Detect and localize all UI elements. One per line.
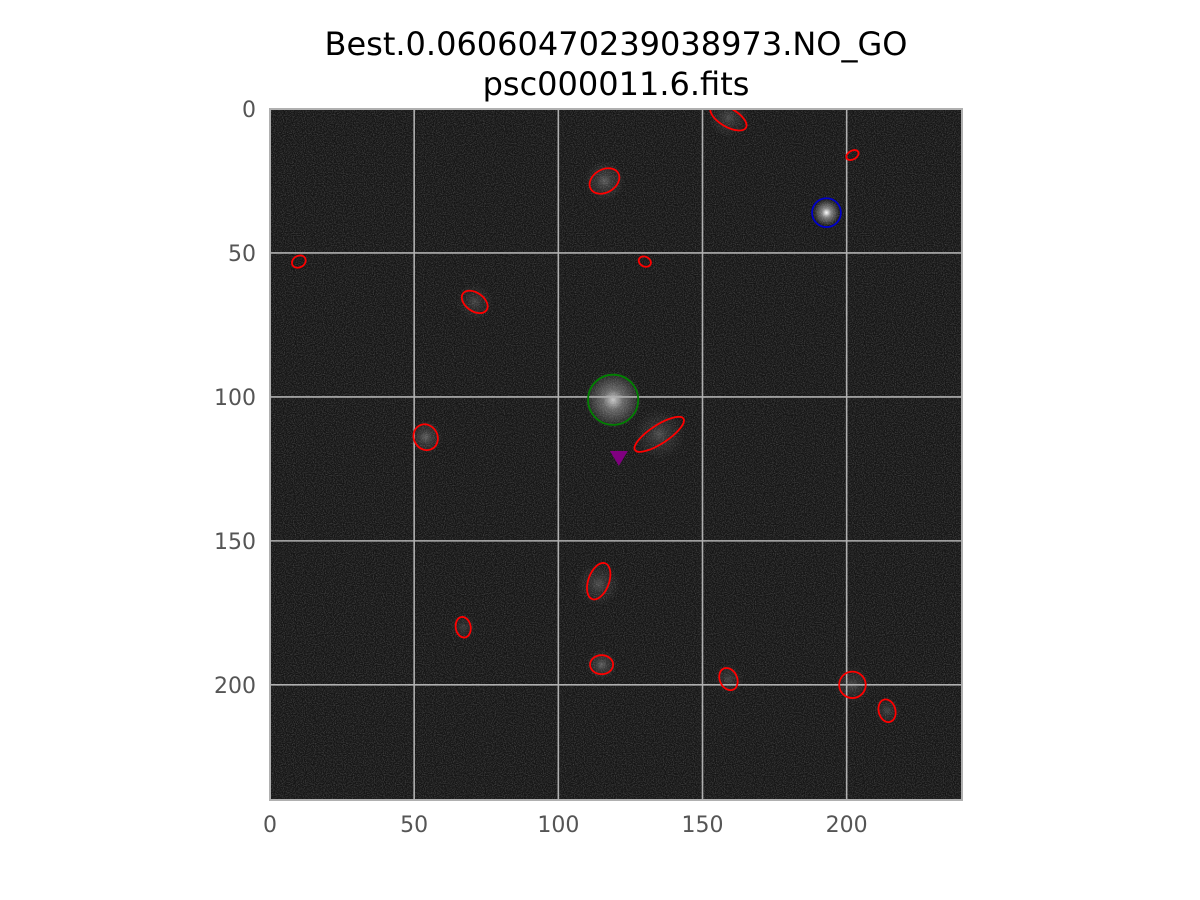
y-tick-label-0: 0 [242, 98, 256, 123]
plot-area [269, 108, 963, 801]
source-ellipse-7 [633, 415, 685, 453]
source-ellipse-11 [718, 667, 739, 692]
star-source-5 [634, 409, 685, 460]
source-ellipse-5 [460, 289, 489, 314]
y-tick-label-3: 150 [214, 530, 256, 555]
star-source-7 [456, 283, 494, 321]
source-ellipse-12 [838, 670, 867, 699]
chart-title: Best.0.0606047023903897​3.NO_GO [325, 25, 908, 63]
source-ellipse-8 [586, 562, 612, 601]
target-triangle-marker [609, 451, 628, 466]
y-tick-label-2: 100 [214, 386, 256, 411]
source-ellipse-13 [877, 698, 897, 723]
y-axis-ticks: 0 50 100 150 200 [214, 98, 256, 699]
plot-frame [269, 108, 963, 801]
source-ellipse-10 [589, 654, 615, 676]
star-source-6 [576, 562, 621, 606]
markers-layer [291, 109, 897, 723]
y-tick-label-4: 200 [214, 674, 256, 699]
star-source-4 [584, 160, 625, 202]
source-ellipse-3 [291, 254, 307, 269]
source-ellipse-4 [637, 255, 652, 268]
marker-circle-1-0 [811, 197, 842, 228]
x-tick-label-4: 200 [826, 813, 868, 838]
x-tick-label-0: 0 [263, 813, 277, 838]
x-tick-label-2: 100 [537, 813, 579, 838]
star-source-3 [586, 649, 617, 680]
x-axis-ticks: 0 50 100 150 200 [263, 813, 868, 838]
grid-layer [270, 109, 962, 800]
chart-subtitle: psc000011.6.fits [483, 65, 750, 103]
star-source-0 [813, 199, 840, 227]
marker-circle-2-0 [587, 373, 640, 426]
star-source-1 [584, 371, 642, 429]
y-tick-label-1: 50 [228, 242, 256, 267]
x-tick-label-3: 150 [682, 813, 724, 838]
source-ellipse-2 [588, 167, 621, 195]
x-tick-label-1: 50 [400, 813, 428, 838]
source-ellipse-9 [454, 616, 472, 639]
source-ellipse-6 [412, 423, 439, 452]
source-ellipse-1 [845, 149, 860, 161]
